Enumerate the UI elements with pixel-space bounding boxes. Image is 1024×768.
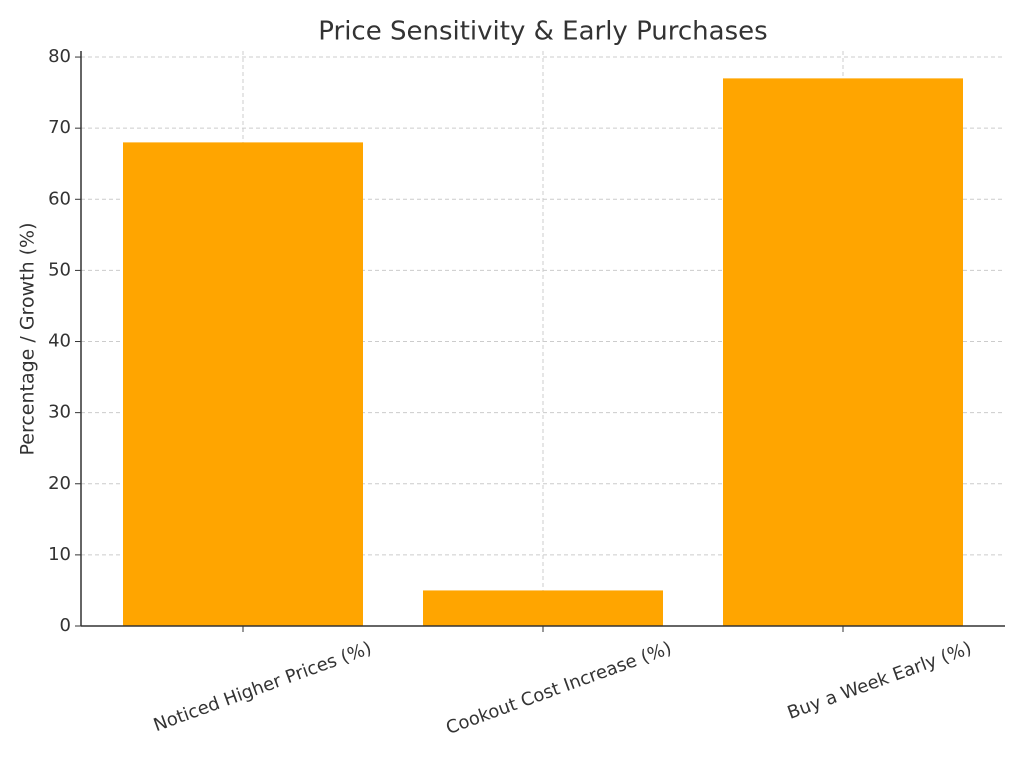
y-tick-label: 0 <box>60 615 71 636</box>
y-tick-label: 70 <box>48 117 71 138</box>
y-tick-label: 10 <box>48 544 71 565</box>
bar <box>123 142 363 626</box>
y-tick-label: 50 <box>48 259 71 280</box>
x-tick-label: Noticed Higher Prices (%) <box>151 638 375 737</box>
y-tick-label: 40 <box>48 331 71 352</box>
x-tick-label: Cookout Cost Increase (%) <box>443 638 674 739</box>
chart-title: Price Sensitivity & Early Purchases <box>318 17 767 47</box>
y-axis-label: Percentage / Growth (%) <box>17 222 39 455</box>
y-tick-label: 30 <box>48 402 71 423</box>
x-tick-label: Buy a Week Early (%) <box>785 638 975 724</box>
bar <box>723 78 963 626</box>
y-tick-label: 80 <box>48 46 71 67</box>
y-tick-label: 20 <box>48 473 71 494</box>
bar <box>423 590 663 626</box>
y-tick-label: 60 <box>48 188 71 209</box>
